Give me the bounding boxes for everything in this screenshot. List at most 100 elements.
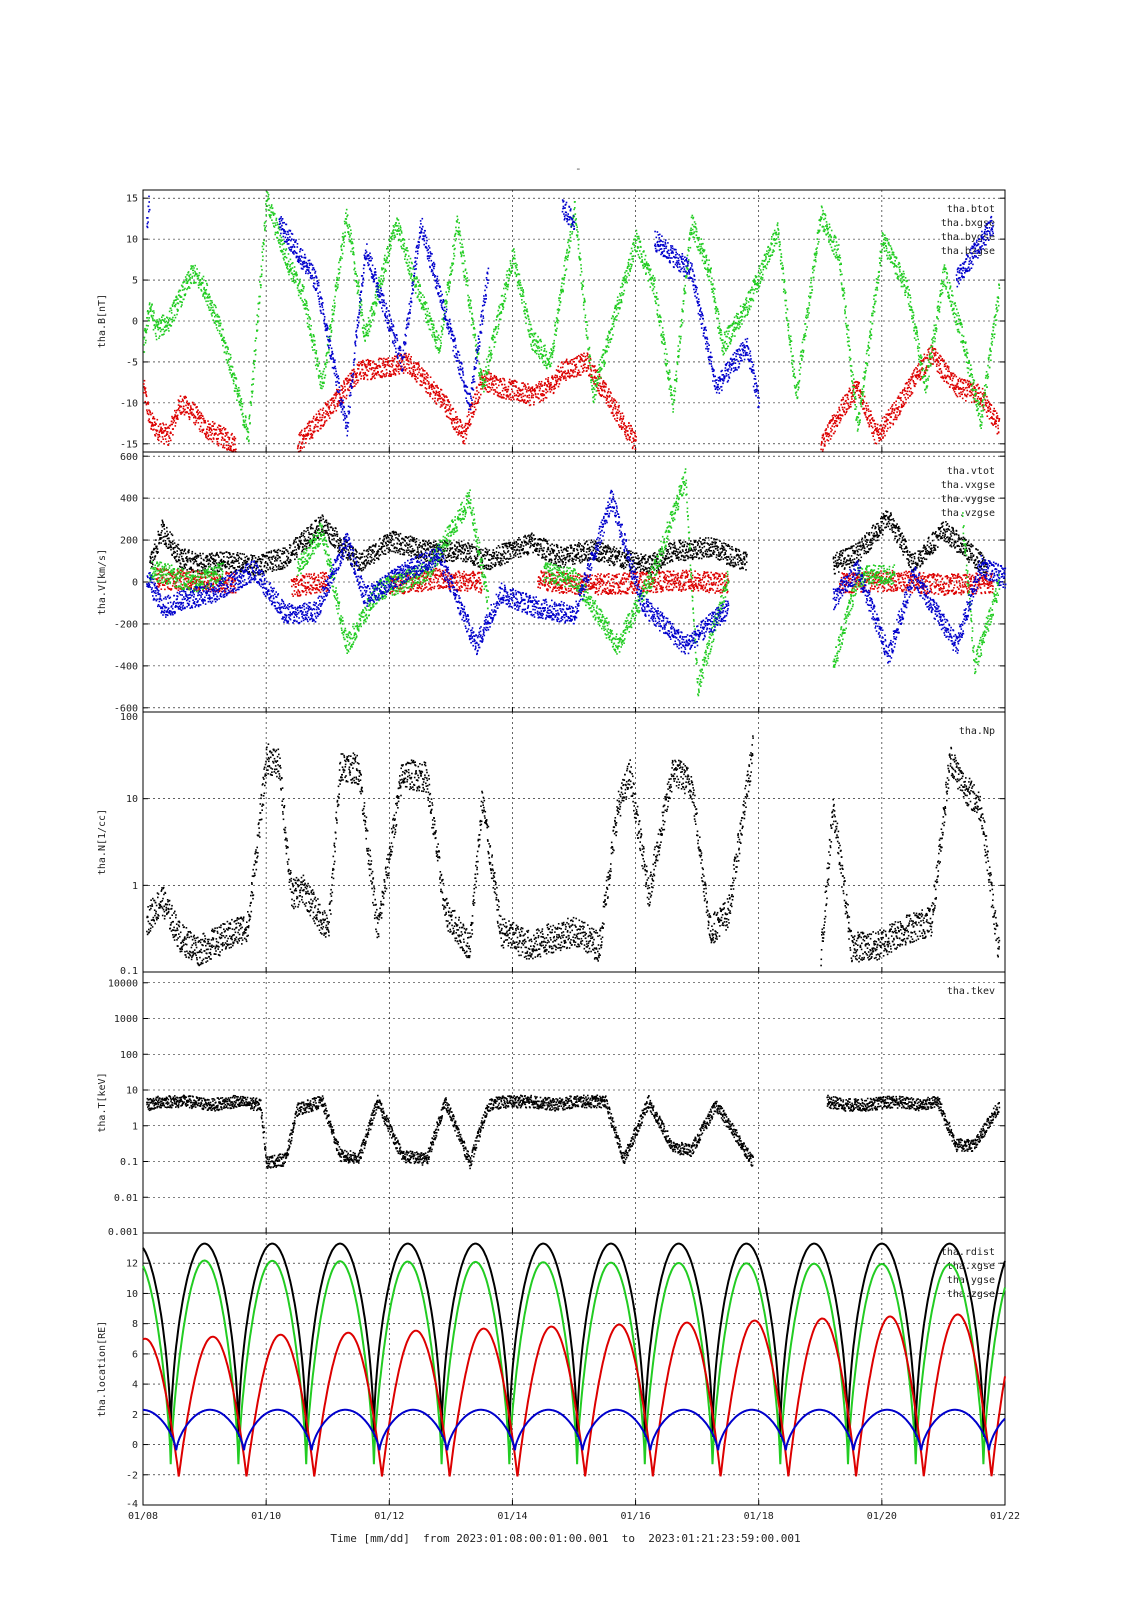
data-point <box>342 232 344 235</box>
data-point <box>882 437 884 439</box>
data-point <box>165 320 168 323</box>
data-point <box>560 290 562 292</box>
data-point <box>418 300 421 302</box>
data-point <box>514 265 517 267</box>
data-point <box>347 374 350 377</box>
data-point <box>583 299 586 301</box>
data-point <box>962 390 964 393</box>
data-point <box>546 367 548 370</box>
data-point <box>565 360 568 362</box>
data-point <box>512 262 514 265</box>
data-point <box>337 273 340 275</box>
data-point <box>580 358 583 360</box>
data-point <box>965 395 968 398</box>
data-point <box>218 433 221 435</box>
data-point <box>511 266 514 269</box>
data-point <box>225 359 228 361</box>
data-point <box>555 383 557 386</box>
data-point <box>280 236 283 239</box>
data-point <box>263 243 265 246</box>
data-point <box>577 243 580 246</box>
data-point <box>151 412 154 415</box>
data-point <box>635 439 637 442</box>
data-point <box>266 191 268 193</box>
data-point <box>234 437 237 440</box>
data-point <box>268 198 270 200</box>
data-point <box>534 392 537 395</box>
data-point <box>389 360 392 362</box>
data-point <box>975 394 977 396</box>
data-point <box>348 233 350 235</box>
data-point <box>597 368 600 370</box>
data-point <box>591 376 594 379</box>
data-point <box>906 381 908 384</box>
data-point <box>502 387 505 390</box>
data-point <box>273 226 276 228</box>
data-point <box>900 397 902 399</box>
data-point <box>952 372 955 375</box>
data-point <box>575 218 577 220</box>
data-point <box>653 277 656 279</box>
data-point <box>428 312 431 314</box>
data-point <box>306 426 309 428</box>
data-point <box>366 324 369 327</box>
data-point <box>636 250 638 252</box>
data-point <box>539 393 542 395</box>
data-point <box>221 339 224 341</box>
data-point <box>225 434 228 436</box>
data-point <box>577 231 579 233</box>
data-point <box>328 328 331 330</box>
data-point <box>509 274 511 277</box>
data-point <box>285 263 287 265</box>
data-point <box>220 333 223 336</box>
data-point <box>372 361 374 364</box>
data-point <box>170 420 173 423</box>
data-point <box>665 364 667 367</box>
data-point <box>312 339 314 342</box>
data-point <box>387 247 389 250</box>
data-point <box>214 304 217 307</box>
data-point <box>964 394 967 397</box>
data-point <box>230 449 233 452</box>
data-point <box>411 279 414 281</box>
data-point <box>563 265 565 267</box>
data-point <box>585 334 588 336</box>
data-point <box>933 348 935 350</box>
data-point <box>356 381 359 384</box>
data-point <box>672 411 674 413</box>
data-point <box>400 245 402 248</box>
data-point <box>146 317 149 319</box>
data-point <box>604 349 607 352</box>
data-point <box>477 391 480 394</box>
data-point <box>319 408 322 411</box>
data-point <box>405 253 407 256</box>
data-point <box>576 236 579 238</box>
data-point <box>686 254 689 257</box>
data-point <box>923 358 925 360</box>
data-point <box>505 394 508 397</box>
data-point <box>197 274 199 277</box>
data-point <box>381 358 383 360</box>
data-point <box>457 426 460 428</box>
data-point <box>462 440 464 443</box>
data-point <box>594 369 596 371</box>
data-point <box>399 238 401 241</box>
data-point <box>402 247 405 250</box>
data-point <box>980 397 982 400</box>
data-point <box>582 285 585 287</box>
data-point <box>571 233 573 235</box>
data-point <box>476 393 478 396</box>
data-point <box>193 275 196 277</box>
data-point <box>271 219 273 221</box>
data-point <box>333 302 336 304</box>
data-point <box>175 299 177 301</box>
data-point <box>170 432 172 434</box>
data-point <box>416 373 419 376</box>
data-point <box>321 387 323 390</box>
data-point <box>240 400 242 403</box>
data-point <box>586 324 589 326</box>
data-point <box>170 312 173 314</box>
data-point <box>328 406 331 409</box>
data-point <box>353 261 356 263</box>
data-point <box>370 378 372 381</box>
